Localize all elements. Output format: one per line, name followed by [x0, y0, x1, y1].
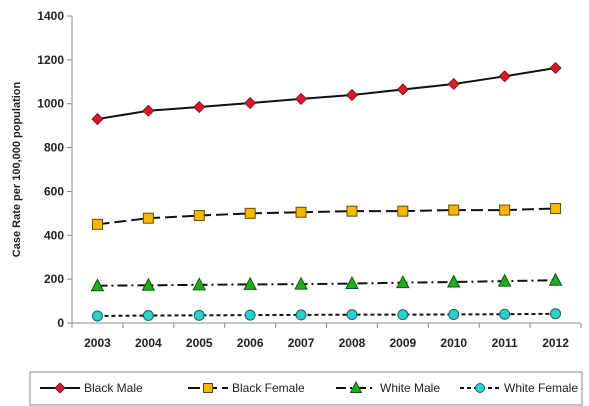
data-point	[346, 205, 358, 217]
data-point	[498, 70, 511, 83]
data-point	[345, 88, 359, 102]
legend-item: Black Female	[188, 381, 305, 395]
data-point	[295, 206, 307, 218]
series-white-male	[90, 272, 563, 292]
legend-label: White Female	[504, 381, 578, 395]
x-tick-label: 2010	[440, 336, 467, 350]
data-point	[142, 212, 154, 224]
legend-label: White Male	[380, 381, 440, 395]
x-tick-label: 2008	[339, 336, 366, 350]
data-point	[548, 272, 563, 286]
legend: Black Male Black Female White Male White Fe…	[29, 371, 583, 406]
y-tick-label: 1000	[37, 97, 64, 111]
legend-marker	[54, 382, 66, 394]
data-point	[397, 205, 409, 217]
y-tick-label: 1400	[37, 9, 64, 23]
data-point	[549, 61, 562, 75]
y-axis-label: Case Rate per 100,000 population	[11, 81, 23, 257]
series-line	[97, 312, 556, 317]
series-line	[97, 279, 556, 287]
data-point	[141, 277, 156, 291]
data-point	[550, 203, 562, 215]
data-point	[243, 276, 257, 290]
x-tick-label: 2003	[84, 336, 111, 350]
data-point	[90, 278, 105, 292]
x-tick-label: 2012	[542, 336, 569, 350]
y-tick-label: 0	[57, 316, 64, 330]
data-point	[497, 273, 512, 287]
y-tick-label: 1200	[37, 53, 64, 67]
data-point	[91, 310, 103, 322]
data-point	[244, 309, 256, 321]
y-axis: 0 200 400 600 800 1000 1200 1400	[37, 9, 73, 330]
series-black-female	[91, 203, 562, 230]
data-point	[396, 275, 410, 289]
y-tick-label: 600	[44, 184, 64, 198]
series-layer	[90, 61, 563, 322]
data-point	[295, 309, 307, 321]
data-point	[193, 309, 205, 321]
series-white-female	[91, 308, 562, 322]
data-point	[142, 104, 155, 117]
x-axis: 2003 2004 2005 2006 2007 2008 2009 2010 2011 2012	[71, 322, 582, 350]
x-tick-label: 2011	[492, 336, 518, 350]
y-tick-label: 400	[44, 228, 64, 242]
legend-item: White Male	[336, 380, 440, 395]
data-point	[142, 310, 154, 322]
legend-label: Black Male	[84, 381, 143, 395]
y-tick-label: 200	[44, 272, 64, 286]
series-black-male	[91, 61, 562, 126]
legend-marker	[203, 383, 213, 393]
legend-marker	[475, 383, 485, 393]
data-point	[448, 308, 460, 320]
data-point	[91, 112, 104, 126]
data-point	[294, 276, 308, 290]
data-point	[345, 275, 359, 290]
data-point	[244, 96, 257, 110]
x-tick-label: 2009	[389, 336, 416, 350]
data-point	[193, 100, 206, 114]
series-line	[97, 207, 556, 226]
data-point	[499, 308, 511, 320]
data-point	[294, 92, 308, 105]
data-point	[91, 218, 103, 230]
data-point	[192, 277, 207, 291]
legend-label: Black Female	[232, 381, 305, 395]
legend-item: Black Male	[40, 381, 143, 395]
data-point	[499, 204, 511, 216]
x-tick-label: 2005	[186, 336, 213, 350]
data-point	[396, 83, 409, 96]
legend-item: White Female	[460, 381, 578, 395]
series-line	[97, 66, 556, 121]
x-tick-label: 2006	[237, 336, 264, 350]
data-point	[346, 309, 358, 321]
x-tick-label: 2004	[135, 336, 162, 350]
legend-marker	[349, 380, 363, 393]
x-tick-label: 2007	[288, 336, 315, 350]
data-point	[193, 210, 205, 222]
data-point	[447, 77, 460, 91]
y-tick-label: 800	[44, 141, 64, 155]
data-point	[550, 308, 562, 320]
data-point	[244, 207, 256, 219]
data-point	[448, 204, 460, 216]
data-point	[446, 274, 461, 288]
data-point	[397, 309, 409, 321]
